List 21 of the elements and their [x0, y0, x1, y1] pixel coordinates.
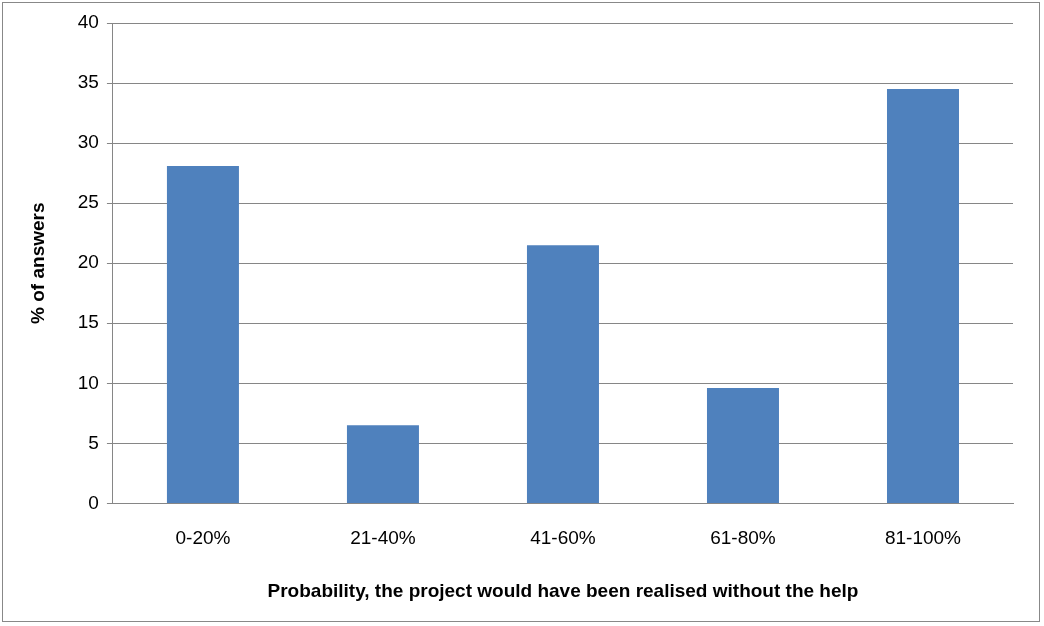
- y-tick-label: 25: [77, 191, 99, 213]
- bar: [526, 245, 599, 503]
- x-tick-label: 21-40%: [350, 527, 416, 549]
- x-tick-label: 61-80%: [710, 527, 776, 549]
- x-tick-label: 41-60%: [530, 527, 596, 549]
- y-axis-title: % of answers: [26, 202, 48, 324]
- y-tick-label: 10: [77, 371, 99, 393]
- y-tick-label: 30: [77, 131, 99, 153]
- y-tick-label: 35: [77, 71, 99, 93]
- y-tick-label: 0: [88, 491, 99, 513]
- x-tick-label: 0-20%: [175, 527, 231, 549]
- bar: [346, 425, 419, 503]
- y-tick-label: 40: [77, 11, 99, 33]
- x-tick-label: 81-100%: [884, 527, 962, 549]
- y-tick-label: 15: [77, 311, 99, 333]
- bar: [886, 89, 959, 503]
- bar: [166, 165, 239, 503]
- y-tick-label: 20: [77, 251, 99, 273]
- x-axis-title: Probability, the project would have been realised without the help: [267, 579, 859, 601]
- y-tick-label: 5: [88, 431, 99, 453]
- bar: [706, 388, 779, 503]
